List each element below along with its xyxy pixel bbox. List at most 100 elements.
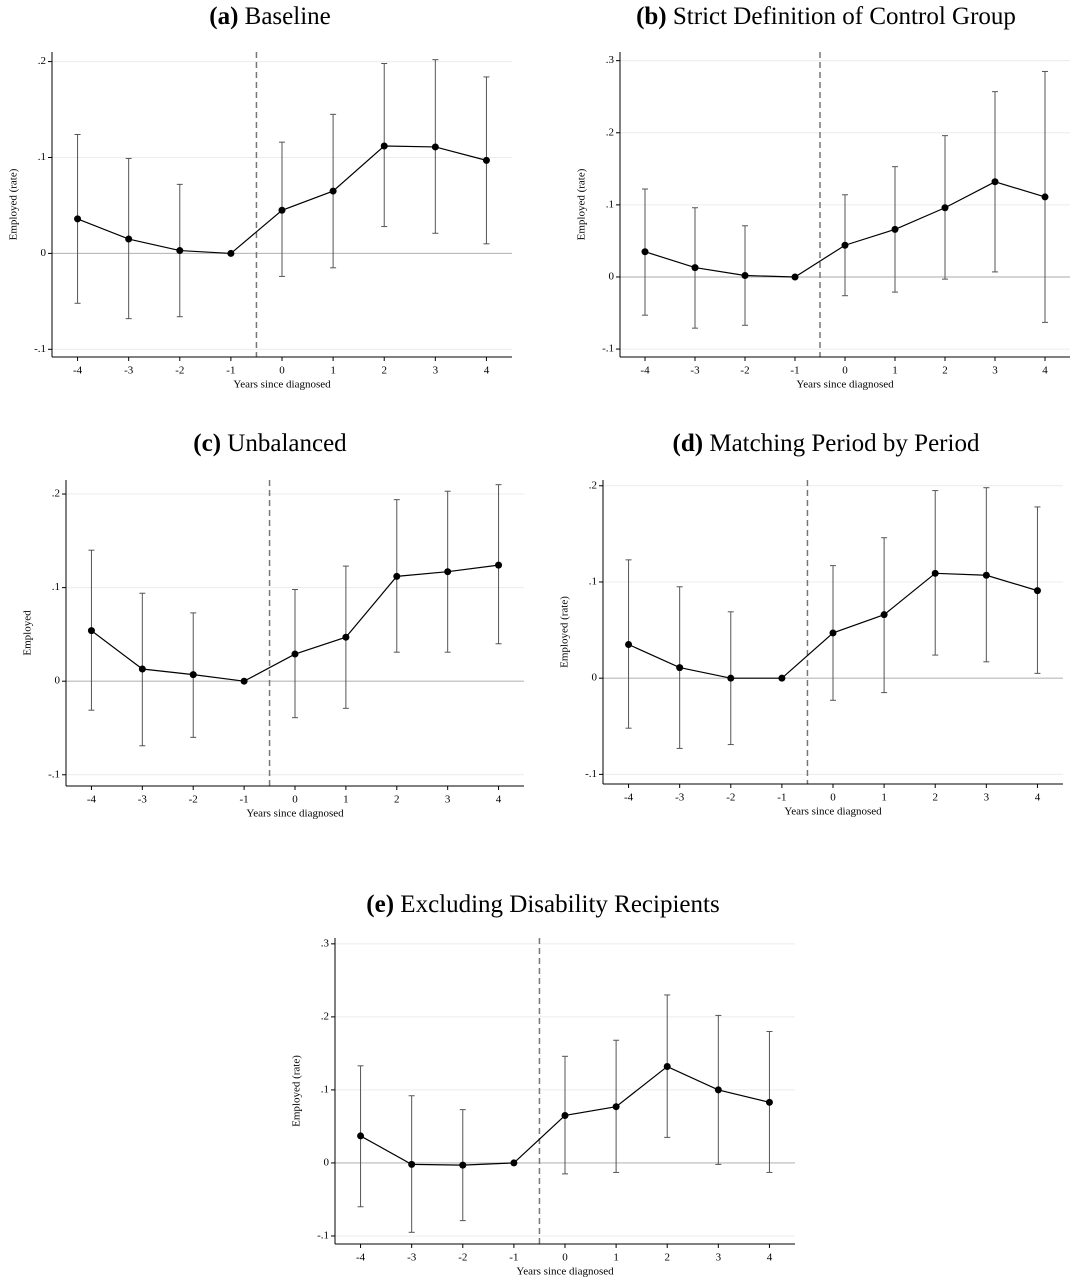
panel: (e) Excluding Disability Recipients -.1 0.…: [291, 891, 795, 1278]
point: [87, 627, 95, 635]
y-tick-label: .1: [321, 1083, 329, 1095]
point: [291, 650, 299, 658]
x-tick-label: 4: [1035, 792, 1041, 804]
x-axis-label: Years since diagnosed: [784, 806, 882, 818]
y-tick-label: .2: [606, 126, 614, 138]
x-tick-label: 1: [613, 1252, 619, 1264]
x-tick-label: -2: [458, 1252, 467, 1264]
y-tick-label: .3: [321, 937, 330, 949]
x-tick-label: 3: [992, 365, 998, 377]
y-tick-label: -.1: [602, 343, 614, 355]
point: [676, 664, 684, 672]
point: [765, 1098, 773, 1106]
y-tick-label: .1: [606, 198, 614, 210]
x-tick-label: -3: [138, 794, 148, 806]
x-tick-label: -2: [189, 794, 198, 806]
point: [444, 568, 452, 576]
point: [841, 241, 849, 249]
x-tick-label: -2: [726, 792, 735, 804]
x-tick-label: -4: [73, 365, 83, 377]
point: [227, 249, 235, 257]
point: [931, 569, 939, 577]
panel: (c) Unbalanced -.1 0 .1 .2 -4 -3 -2 -1 0 1 2 3 4 Years…: [22, 430, 524, 820]
panel-label: (d): [673, 430, 704, 457]
y-tick-label: .1: [52, 581, 60, 593]
y-tick-label: .2: [321, 1010, 329, 1022]
panel-title-text: Excluding Disability Recipients: [400, 891, 719, 918]
y-tick-label: -.1: [34, 343, 46, 355]
x-tick-label: -1: [240, 794, 249, 806]
point: [495, 561, 503, 569]
point: [278, 206, 286, 214]
panel-title-text: Strict Definition of Control Group: [673, 3, 1016, 30]
y-axis-label: Employed (rate): [291, 1055, 303, 1127]
point: [125, 235, 133, 243]
y-axis-label: Employed: [22, 610, 34, 656]
x-tick-label: -4: [87, 794, 97, 806]
point: [431, 143, 439, 151]
x-tick-label: -3: [124, 365, 134, 377]
point: [393, 572, 401, 580]
x-tick-label: -2: [175, 365, 184, 377]
x-tick-label: 0: [842, 365, 848, 377]
x-tick-label: 0: [830, 792, 836, 804]
x-tick-label: 4: [484, 365, 490, 377]
point: [991, 178, 999, 186]
panel-title: (e) Excluding Disability Recipients: [366, 891, 719, 918]
panel-title-text: Unbalanced: [227, 430, 347, 457]
x-tick-label: 2: [932, 792, 938, 804]
point: [342, 633, 350, 641]
panel: (d) Matching Period by Period -.1 0 .1 .2 -4 -…: [559, 430, 1063, 818]
x-tick-label: -3: [675, 792, 685, 804]
x-tick-label: 2: [381, 365, 387, 377]
point: [778, 674, 786, 682]
panel-title: (a) Baseline: [209, 3, 331, 30]
x-tick-label: 0: [562, 1252, 568, 1264]
x-tick-label: -3: [690, 365, 700, 377]
point: [510, 1159, 518, 1167]
panel-label: (b): [636, 3, 667, 30]
point: [714, 1086, 722, 1094]
x-tick-label: -4: [356, 1252, 366, 1264]
point: [982, 571, 990, 579]
x-tick-label: 3: [984, 792, 990, 804]
x-tick-label: -1: [790, 365, 799, 377]
point: [625, 641, 633, 649]
y-tick-label: .1: [38, 151, 46, 163]
point: [641, 248, 649, 256]
x-axis-label: Years since diagnosed: [516, 1266, 614, 1278]
panel-title-text: Matching Period by Period: [709, 430, 980, 457]
panel-label: (a): [209, 3, 238, 30]
y-tick-label: 0: [609, 270, 615, 282]
panel-title: (d) Matching Period by Period: [673, 430, 980, 457]
y-tick-label: 0: [592, 672, 598, 684]
x-axis-label: Years since diagnosed: [246, 808, 344, 820]
y-tick-label: .2: [38, 55, 46, 67]
point: [380, 142, 388, 150]
point: [357, 1132, 365, 1140]
point: [189, 671, 197, 679]
panel: (b) Strict Definition of Control Group -.…: [576, 3, 1070, 391]
point: [561, 1111, 569, 1119]
x-tick-label: 4: [496, 794, 502, 806]
y-tick-label: 0: [41, 247, 47, 259]
x-tick-label: -3: [407, 1252, 417, 1264]
x-tick-label: 0: [279, 365, 285, 377]
panel-title-text: Baseline: [245, 3, 331, 30]
x-tick-label: 3: [433, 365, 439, 377]
point: [791, 273, 799, 281]
point: [74, 215, 82, 223]
y-tick-label: .2: [589, 479, 597, 491]
x-tick-label: -1: [509, 1252, 518, 1264]
x-tick-label: 0: [292, 794, 298, 806]
point: [741, 272, 749, 280]
point: [1041, 193, 1049, 201]
x-tick-label: -4: [624, 792, 634, 804]
point: [829, 629, 837, 637]
x-tick-label: 2: [394, 794, 400, 806]
point: [459, 1161, 467, 1169]
point: [408, 1160, 416, 1168]
x-tick-label: -1: [777, 792, 786, 804]
panel-title: (b) Strict Definition of Control Group: [636, 3, 1016, 30]
